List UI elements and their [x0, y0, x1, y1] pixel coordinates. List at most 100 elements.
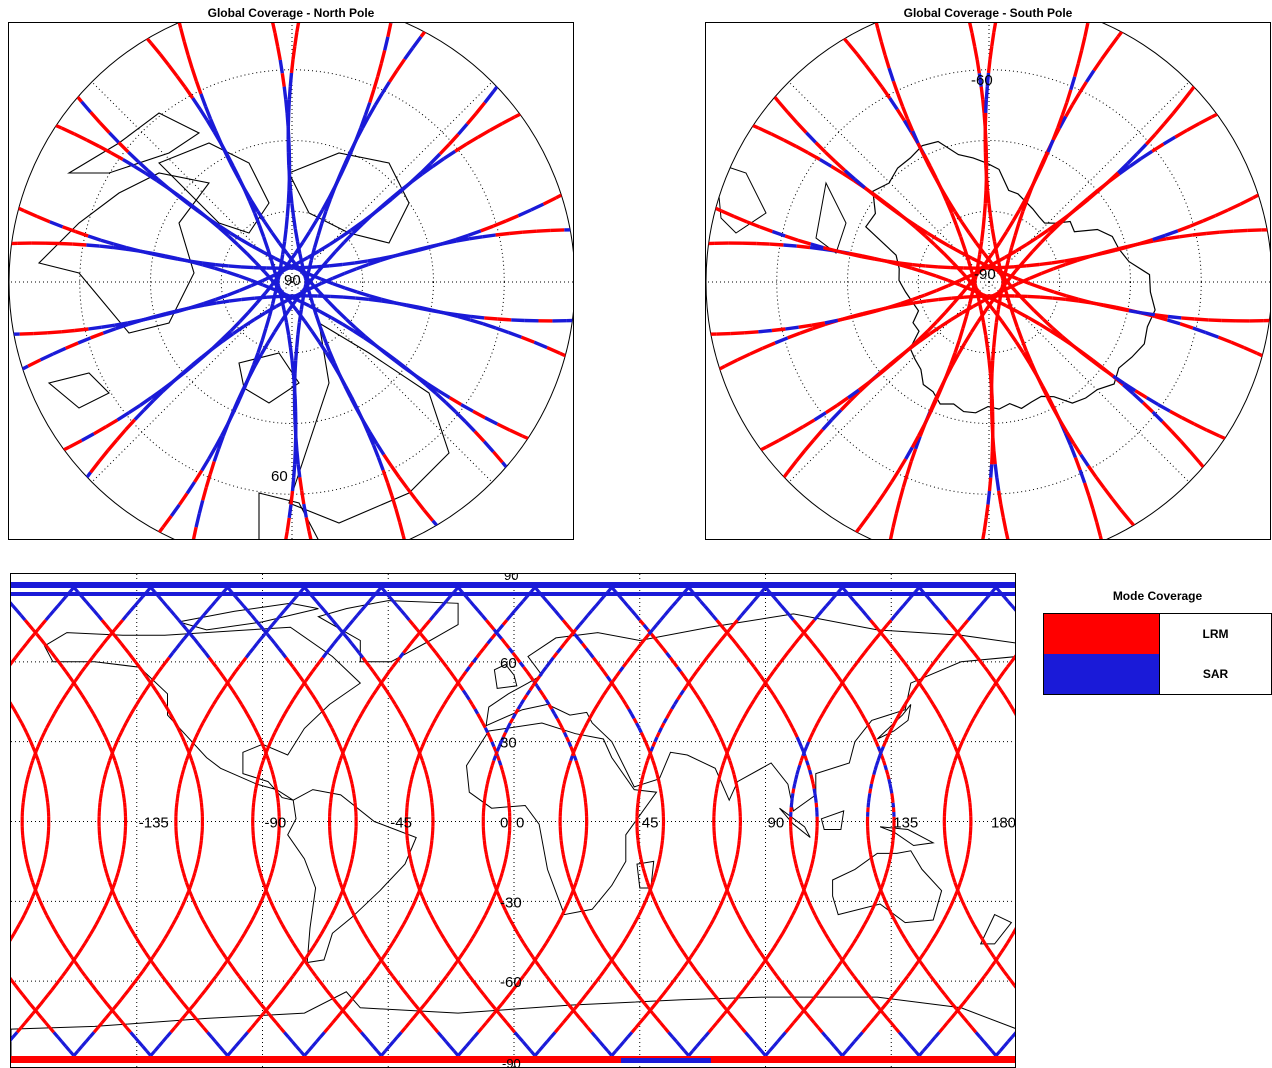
- ground-track-segment: [376, 456, 385, 471]
- ground-track-segment: [470, 703, 477, 710]
- ground-track-segment: [724, 1007, 731, 1015]
- ground-track-segment: [409, 774, 415, 780]
- ground-track-segment: [1192, 326, 1207, 335]
- ground-track-segment: [355, 919, 361, 926]
- ground-track-segment: [630, 1026, 638, 1034]
- ground-track-segment: [298, 477, 304, 492]
- ground-track-segment: [970, 267, 984, 277]
- ground-track-segment: [1086, 464, 1098, 478]
- ground-track-segment: [837, 586, 844, 594]
- ground-track-segment: [291, 45, 297, 60]
- ground-track-segment: [992, 334, 997, 348]
- ground-track-segment: [283, 605, 290, 612]
- ground-track-segment: [377, 680, 384, 687]
- ground-track-segment: [583, 840, 588, 846]
- ground-track-segment: [784, 234, 799, 242]
- ground-track-segment: [906, 970, 913, 978]
- ground-track-segment: [269, 900, 275, 907]
- ground-track-segment: [21, 109, 37, 119]
- ground-track-segment: [180, 900, 186, 907]
- ground-track-segment: [893, 1026, 901, 1034]
- ground-track-segment: [256, 774, 261, 780]
- ground-track-segment: [727, 457, 742, 468]
- ground-track-segment: [448, 670, 455, 678]
- ground-track-segment: [976, 979, 983, 987]
- ground-track-segment: [942, 1021, 949, 1029]
- ground-track-segment: [585, 919, 592, 926]
- ground-track-segment: [92, 609, 100, 617]
- ground-track-segment: [396, 1031, 403, 1038]
- ground-track-segment: [214, 266, 228, 274]
- ground-track-segment: [887, 301, 902, 310]
- ground-track-segment: [476, 713, 482, 720]
- ground-track-segment: [99, 788, 104, 794]
- ground-track-segment: [888, 526, 895, 539]
- ground-track-segment: [846, 947, 852, 954]
- ground-track-segment: [111, 745, 117, 752]
- ground-track-segment: [653, 900, 659, 907]
- coastline: [979, 913, 1013, 945]
- ground-track-segment: [635, 914, 641, 921]
- ground-track-segment: [231, 689, 238, 696]
- ground-track-segment: [855, 703, 861, 710]
- ground-track-segment: [578, 731, 584, 738]
- ground-track-segment: [1171, 101, 1184, 115]
- ground-track-segment: [216, 299, 230, 305]
- ground-track-segment: [615, 947, 622, 954]
- ground-track-segment: [342, 1003, 350, 1010]
- ground-track-segment: [611, 961, 618, 968]
- ground-track-segment: [129, 605, 136, 612]
- ground-track-segment: [950, 212, 958, 226]
- ground-track-segment: [801, 886, 807, 893]
- ground-track-segment: [89, 111, 102, 124]
- ground-track-segment: [718, 769, 723, 776]
- ground-track-segment: [914, 226, 927, 238]
- ground-track-segment: [121, 793, 126, 799]
- ground-track-segment: [295, 670, 302, 678]
- ground-track-segment: [716, 637, 724, 645]
- ground-track-segment: [355, 717, 361, 724]
- ground-track-segment: [803, 1003, 811, 1010]
- ground-track-segment: [361, 656, 368, 664]
- ground-track-segment: [685, 956, 692, 963]
- ground-track-segment: [715, 853, 720, 860]
- ground-track-segment: [120, 788, 125, 794]
- ground-track-segment: [253, 727, 259, 734]
- ground-track-segment: [505, 214, 520, 223]
- ground-track-segment: [1007, 330, 1018, 343]
- ground-track-segment: [884, 202, 897, 213]
- ground-track-segment: [990, 32, 996, 47]
- ground-track-segment: [780, 1031, 787, 1038]
- ground-track-segment: [1041, 286, 1055, 294]
- ground-track-segment: [1115, 306, 1130, 313]
- ground-track-segment: [39, 998, 46, 1006]
- ground-track-segment: [32, 750, 38, 757]
- ground-track-segment: [740, 609, 747, 617]
- ground-track-segment: [265, 891, 271, 898]
- ground-track-segment: [17, 717, 24, 724]
- ground-track-segment: [457, 314, 471, 322]
- ground-track-segment: [46, 802, 50, 808]
- ground-track-segment: [643, 764, 648, 771]
- ground-track-segment: [336, 633, 343, 640]
- ground-track-segment: [505, 793, 510, 799]
- ground-track-segment: [267, 741, 273, 748]
- ground-track-segment: [19, 614, 27, 622]
- ground-track-segment: [508, 428, 524, 438]
- ground-track-segment: [892, 989, 899, 996]
- ground-track-segment: [434, 984, 441, 992]
- ground-track-segment: [706, 923, 713, 930]
- ground-track-segment: [1221, 31, 1233, 46]
- ground-track-segment: [210, 600, 217, 608]
- ground-track-segment: [348, 774, 353, 780]
- south-pole-title: Global Coverage - South Pole: [903, 6, 1073, 20]
- ground-track-segment: [538, 965, 545, 973]
- ground-track-segment: [560, 909, 566, 916]
- ground-track-segment: [92, 923, 98, 930]
- ground-track-segment: [657, 853, 662, 860]
- ground-track-segment: [62, 78, 74, 92]
- ground-track-segment: [707, 203, 722, 213]
- ground-track-segment: [706, 104, 720, 113]
- ground-track-segment: [786, 111, 799, 124]
- ground-track-segment: [636, 844, 641, 850]
